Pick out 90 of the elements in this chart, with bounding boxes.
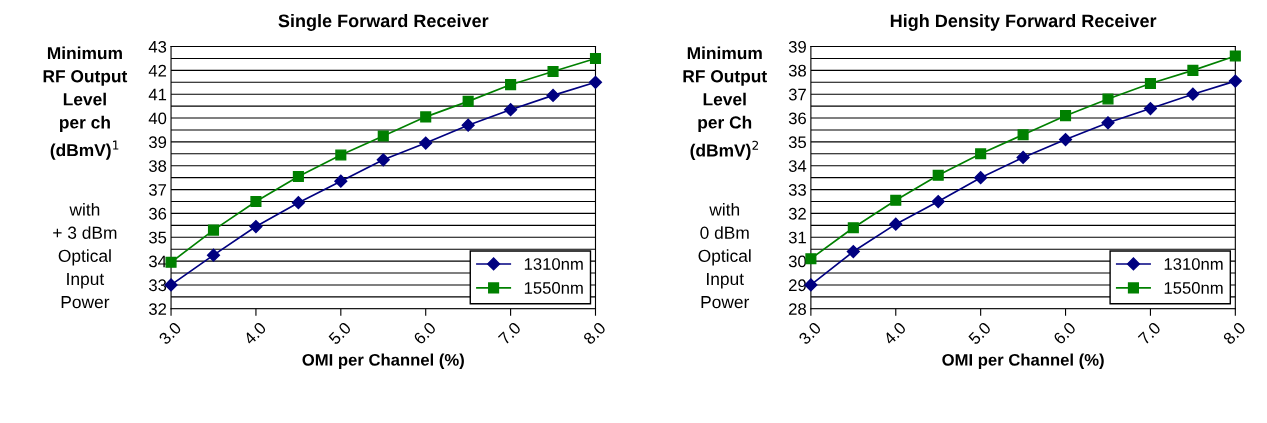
y-tick-label: 29 bbox=[789, 279, 806, 292]
chart-title: Single Forward Receiver bbox=[278, 14, 489, 31]
point bbox=[504, 103, 518, 117]
point bbox=[1059, 110, 1072, 122]
point bbox=[846, 244, 860, 259]
point bbox=[932, 169, 944, 181]
x-tick-label: 4.0 bbox=[882, 321, 907, 346]
point bbox=[165, 256, 177, 268]
chart-title: High Density Forward Receiver bbox=[890, 14, 1157, 31]
y-tick-label: 40 bbox=[148, 112, 167, 125]
point bbox=[547, 66, 559, 78]
y-tick-label: 37 bbox=[148, 183, 167, 196]
x-axis-title: OMI per Channel (%) bbox=[942, 353, 1104, 370]
y-tick-label: 30 bbox=[788, 255, 807, 268]
y-tick-label: 42 bbox=[148, 64, 167, 77]
y-tick-label: 41 bbox=[148, 88, 167, 101]
point bbox=[377, 130, 389, 142]
y-tick-label: 35 bbox=[788, 136, 807, 149]
point bbox=[376, 153, 390, 167]
point bbox=[588, 75, 603, 89]
y-tick-label: 34 bbox=[788, 160, 807, 172]
point bbox=[250, 195, 262, 208]
y-tick-label: 39 bbox=[788, 40, 806, 53]
point bbox=[207, 224, 220, 236]
point bbox=[334, 174, 348, 188]
x-tick-label: 3.0 bbox=[158, 321, 182, 346]
legend-label: 1550nm bbox=[524, 282, 583, 294]
point bbox=[1058, 132, 1073, 147]
x-tick-label: 5.0 bbox=[327, 321, 352, 346]
point bbox=[461, 118, 475, 132]
y-tick-label: 37 bbox=[788, 88, 806, 101]
point bbox=[292, 170, 304, 183]
point bbox=[1228, 74, 1242, 88]
point bbox=[890, 194, 902, 206]
y-tick-label: 34 bbox=[148, 255, 167, 268]
text: with + 3 dBm Optical Input Power bbox=[53, 203, 117, 309]
x-tick-label: 8.0 bbox=[582, 321, 607, 346]
point bbox=[546, 88, 560, 102]
point bbox=[291, 196, 305, 210]
point bbox=[1144, 77, 1156, 90]
y-axis-title: Minimum RF Output Level per ch (dBmV)$^{1}$ bbox=[43, 46, 128, 160]
y-tick-label: 36 bbox=[788, 112, 806, 125]
point bbox=[505, 79, 517, 91]
x-tick-label: 8.0 bbox=[1222, 321, 1247, 346]
legend-label: 1310nm bbox=[1164, 258, 1223, 270]
x-tick-label: 6.0 bbox=[1052, 321, 1077, 346]
y-tick-label: 43 bbox=[148, 40, 167, 53]
point bbox=[249, 219, 263, 234]
x-axis-title: OMI per Channel (%) bbox=[302, 353, 464, 370]
point bbox=[589, 52, 602, 65]
x-tick-label: 6.0 bbox=[412, 321, 437, 346]
y-tick-label: 32 bbox=[148, 303, 167, 315]
x-tick-label: 5.0 bbox=[967, 321, 992, 346]
point bbox=[1187, 64, 1199, 76]
point bbox=[889, 217, 903, 231]
legend-label: 1550nm bbox=[1164, 282, 1223, 294]
point bbox=[975, 148, 987, 160]
y-tick-label: 32 bbox=[788, 207, 806, 220]
point bbox=[847, 222, 859, 234]
point bbox=[1186, 87, 1200, 101]
point bbox=[1017, 129, 1029, 141]
y-tick-label: 33 bbox=[788, 183, 806, 196]
point bbox=[206, 248, 221, 262]
point bbox=[1101, 116, 1115, 130]
point bbox=[931, 194, 945, 209]
y-tick-label: 35 bbox=[148, 231, 167, 244]
point bbox=[1143, 101, 1158, 116]
text: with 0 dBm Optical Input Power bbox=[698, 203, 751, 309]
y-tick-label: 28 bbox=[789, 303, 806, 315]
point bbox=[1229, 50, 1241, 62]
point bbox=[1102, 93, 1114, 105]
point bbox=[805, 253, 817, 265]
point bbox=[1016, 150, 1030, 164]
y-tick-label: 31 bbox=[788, 231, 806, 244]
y-tick-label: 36 bbox=[148, 207, 167, 220]
x-tick-label: 7.0 bbox=[1137, 321, 1162, 346]
y-axis-title: Minimum RF Output Level per Ch (dBmV)$^{2}$ bbox=[683, 46, 767, 160]
x-tick-label: 7.0 bbox=[497, 321, 522, 346]
point bbox=[974, 171, 988, 185]
point bbox=[462, 95, 474, 107]
x-tick-label: 3.0 bbox=[797, 321, 822, 346]
y-tick-label: 39 bbox=[148, 136, 167, 149]
x-tick-label: 4.0 bbox=[242, 321, 267, 346]
y-tick-label: 33 bbox=[148, 279, 167, 292]
legend-label: 1310nm bbox=[524, 258, 583, 270]
point bbox=[420, 111, 432, 123]
y-tick-label: 38 bbox=[788, 64, 806, 77]
y-tick-label: 38 bbox=[148, 160, 167, 172]
point bbox=[419, 136, 433, 150]
point bbox=[335, 149, 347, 161]
